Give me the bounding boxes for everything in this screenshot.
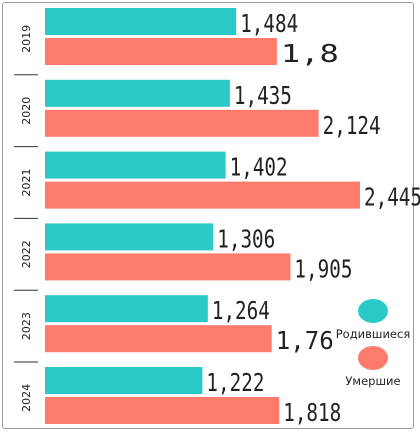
births-bar	[45, 223, 214, 251]
births-value-label: 1,435	[234, 81, 292, 110]
chart-frame	[2, 2, 414, 429]
births-value-label: 1,402	[230, 153, 288, 182]
births-bar	[45, 79, 230, 107]
births-bar	[45, 151, 226, 179]
deaths-bar	[45, 38, 277, 65]
births-value-label: 1,484	[240, 9, 298, 38]
deaths-value-label: 1,76	[276, 326, 334, 355]
year-label: 2024	[20, 384, 33, 412]
legend-swatch-births	[358, 299, 388, 323]
deaths-bar	[45, 325, 272, 353]
deaths-bar	[45, 181, 360, 209]
births-bar	[45, 367, 203, 394]
legend-label-births: Родившиеся	[336, 327, 411, 341]
births-bar	[45, 295, 208, 323]
deaths-bar	[45, 109, 319, 137]
legend-swatch-deaths	[358, 346, 388, 370]
deaths-value-label: 2,124	[323, 111, 381, 140]
births-value-label: 1,222	[206, 368, 264, 397]
deaths-value-label: 2,445	[364, 183, 420, 212]
year-label: 2022	[20, 240, 33, 268]
year-label: 2020	[20, 97, 33, 125]
year-label: 2021	[20, 169, 33, 197]
deaths-value-label: 1,818	[283, 398, 341, 427]
births-value-label: 1,264	[212, 296, 270, 325]
deaths-value-label: 1,905	[294, 254, 352, 283]
year-label: 2019	[20, 25, 33, 53]
deaths-bar	[45, 253, 291, 281]
deaths-value-label: 1,8	[281, 39, 339, 68]
deaths-bar	[45, 397, 280, 424]
births-value-label: 1,306	[217, 224, 275, 253]
legend-label-deaths: Умершие	[345, 374, 400, 388]
year-label: 2023	[20, 312, 33, 340]
births-bar	[45, 8, 237, 35]
